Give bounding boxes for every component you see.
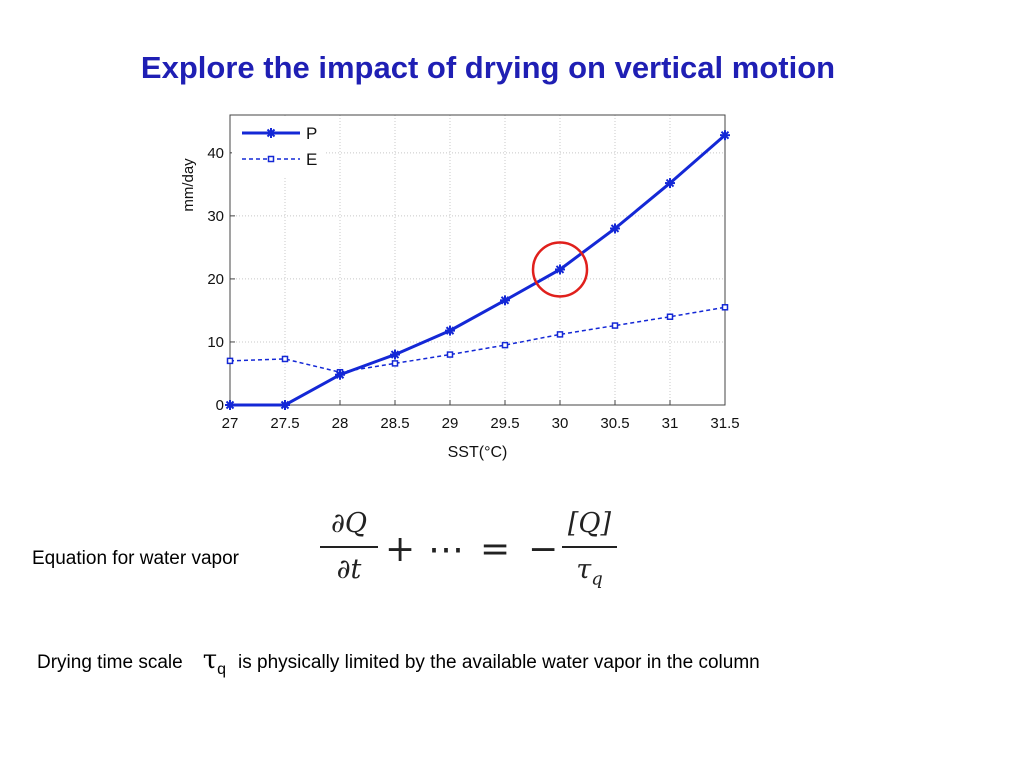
data-point: [225, 400, 235, 410]
y-tick-label: 10: [207, 334, 224, 351]
x-tick-label: 31.5: [710, 415, 739, 432]
y-tick-label: 30: [207, 208, 224, 225]
data-point: [611, 322, 619, 329]
drying-suffix: is physically limited by the available w…: [238, 652, 760, 673]
line-chart: 27 27.5 28 28.5 29 29.5 30 30.5 31 31.5010203040 …: [180, 114, 740, 461]
equals-sign: =: [480, 529, 511, 570]
slide-title: Explore the impact of drying on vertical…: [140, 50, 836, 85]
legend-entry: E: [242, 150, 317, 169]
equation-label: Equation for water vapor: [32, 548, 240, 569]
legend-box: [232, 117, 324, 177]
rhs-numerator: [Q]: [567, 508, 612, 539]
x-tick-label: 27.5: [270, 415, 299, 432]
data-point: [665, 178, 675, 189]
data-point: [446, 351, 454, 358]
data-point: [501, 341, 509, 349]
ellipsis: ⋯: [428, 529, 464, 570]
series-P: [225, 130, 730, 410]
x-tick-label: 30.5: [600, 415, 629, 432]
series-layer: [225, 130, 730, 410]
highlight-circle: [531, 241, 589, 298]
tau-glyph: τ: [202, 645, 218, 675]
x-tick-label: 29: [442, 415, 459, 432]
rhs-denominator: τq: [562, 551, 617, 589]
y-tick-label: 0: [216, 397, 224, 414]
data-point: [390, 349, 400, 360]
data-point: [666, 313, 674, 320]
legend: PE: [232, 117, 324, 177]
x-tick-label: 28.5: [380, 415, 409, 432]
x-tick-label: 31: [662, 415, 679, 432]
annotation-layer: [531, 241, 589, 298]
minus-sign: −: [528, 529, 559, 570]
data-point: [226, 357, 234, 365]
data-point: [445, 325, 455, 336]
legend-label: P: [306, 124, 317, 143]
lhs-denominator: ∂t: [336, 554, 362, 585]
legend-entry: P: [242, 124, 317, 143]
rhs-fraction: [Q] τq: [562, 505, 617, 589]
data-point: [266, 128, 276, 138]
y-axis-label: mm/day: [180, 158, 197, 212]
legend-label: E: [306, 150, 317, 169]
drying-time-scale-text: Drying time scale τq is physically limited…: [37, 645, 760, 679]
plus-sign: +: [385, 529, 416, 570]
plot-frame: [229, 114, 726, 406]
data-point: [610, 223, 620, 234]
tau-q-subscript: q: [217, 661, 227, 679]
x-tick-label: 30: [552, 415, 569, 432]
data-point: [720, 130, 730, 141]
lhs-fraction-bar: [320, 546, 378, 548]
data-point: [555, 264, 565, 275]
data-point: [335, 369, 345, 380]
x-tick-label: 27: [222, 415, 239, 432]
tau-q-symbol: τq: [202, 645, 227, 679]
data-point: [556, 331, 564, 338]
lhs-fraction: ∂Q ∂t: [320, 505, 378, 589]
data-point: [721, 304, 729, 311]
x-tick-label: 29.5: [490, 415, 519, 432]
tau-symbol: τ: [576, 554, 592, 585]
tick-labels: 27 27.5 28 28.5 29 29.5 30 30.5 31 31.5 0 10 20 30 40: [207, 145, 739, 432]
data-point: [500, 295, 510, 306]
rhs-fraction-bar: [562, 546, 617, 548]
lhs-numerator: ∂Q: [330, 508, 368, 539]
data-point: [280, 400, 290, 410]
data-point: [391, 360, 399, 367]
x-axis-label: SST(°C): [448, 444, 508, 461]
drying-prefix: Drying time scale: [37, 652, 183, 673]
x-tick-label: 28: [332, 415, 349, 432]
data-point: [281, 355, 289, 363]
series-line: [230, 134, 726, 407]
y-tick-label: 40: [207, 145, 224, 162]
y-tick-label: 20: [207, 271, 224, 288]
tau-subscript: q: [591, 568, 603, 590]
data-point: [267, 155, 275, 163]
